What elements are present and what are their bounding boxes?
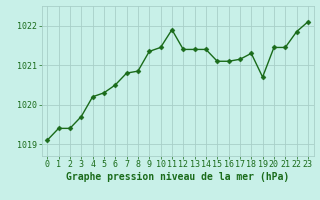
X-axis label: Graphe pression niveau de la mer (hPa): Graphe pression niveau de la mer (hPa) — [66, 172, 289, 182]
